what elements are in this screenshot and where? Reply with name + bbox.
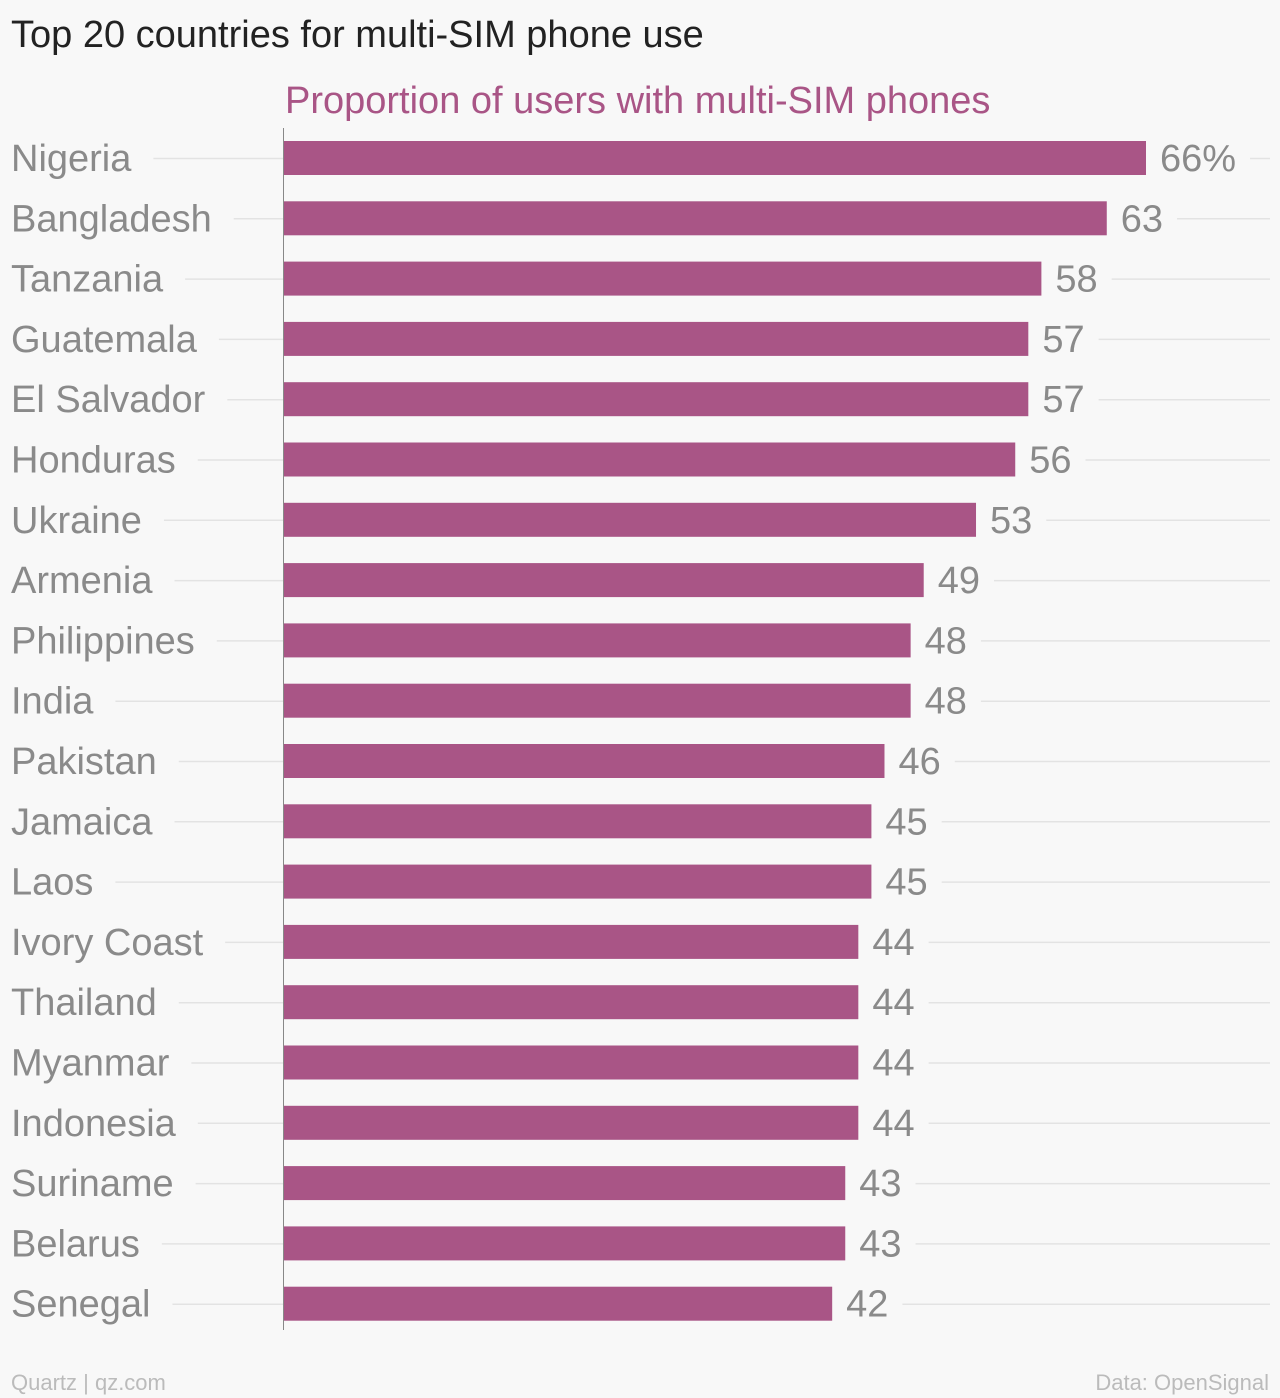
bar-jamaica [283,804,872,839]
value-label: 57 [1042,319,1084,361]
category-label: Tanzania [11,259,164,301]
category-label: El Salvador [11,379,206,421]
bar-philippines [283,623,911,658]
value-label: 43 [859,1223,901,1265]
category-label: India [11,681,94,723]
bar-belarus [283,1226,846,1261]
category-label: Honduras [11,440,176,482]
bars [283,141,1146,1321]
value-label: 44 [872,1043,914,1085]
chart-subtitle: Proportion of users with multi-SIM phone… [285,80,990,122]
bar-guatemala [283,321,1029,356]
category-label: Indonesia [11,1103,177,1145]
grid-lines [115,157,1270,1305]
chart-title: Top 20 countries for multi-SIM phone use [11,14,704,56]
bar-pakistan [283,744,885,778]
category-label: Bangladesh [11,198,212,240]
category-label: Jamaica [11,801,153,843]
footer-source-left: Quartz | qz.com [11,1370,166,1395]
category-label: Philippines [11,620,195,662]
category-label: Thailand [11,982,157,1024]
category-label: Suriname [11,1163,174,1205]
category-label: Pakistan [11,741,157,783]
category-label: Guatemala [11,319,198,361]
bar-ivory-coast [283,924,859,959]
footer-source-right: Data: OpenSignal [1095,1370,1269,1395]
labels: Nigeria 66% Bangladesh 63 Tanzania 58 Guatemal… [11,138,1236,1326]
value-label: 66% [1160,138,1236,180]
category-label: Armenia [11,560,153,602]
bar-el-salvador [283,382,1029,417]
value-label: 46 [898,741,940,783]
value-label: 44 [872,982,914,1024]
value-label: 43 [859,1163,901,1205]
value-label: 48 [925,681,967,723]
bar-honduras [283,442,1016,477]
value-label: 42 [846,1284,888,1326]
bar-senegal [283,1286,833,1321]
category-label: Laos [11,862,93,904]
category-label: Senegal [11,1284,150,1326]
value-label: 58 [1055,259,1097,301]
bar-ukraine [283,502,977,537]
bar-tanzania [283,261,1042,296]
bar-thailand [283,985,859,1020]
bar-suriname [283,1166,846,1201]
value-label: 48 [925,620,967,662]
bar-nigeria [283,141,1146,175]
value-label: 57 [1042,379,1084,421]
bar-indonesia [283,1105,859,1140]
category-label: Nigeria [11,138,132,180]
value-label: 44 [872,1103,914,1145]
bar-armenia [283,563,924,598]
value-label: 49 [938,560,980,602]
value-label: 63 [1121,198,1163,240]
bar-laos [283,864,872,899]
value-label: 45 [885,862,927,904]
value-label: 53 [990,500,1032,542]
bar-india [283,683,911,718]
bar-bangladesh [283,201,1107,236]
value-label: 45 [885,801,927,843]
category-label: Myanmar [11,1043,170,1085]
category-label: Ukraine [11,500,142,542]
category-label: Ivory Coast [11,922,204,964]
value-label: 44 [872,922,914,964]
value-label: 56 [1029,440,1071,482]
category-label: Belarus [11,1223,140,1265]
bar-myanmar [283,1045,859,1080]
